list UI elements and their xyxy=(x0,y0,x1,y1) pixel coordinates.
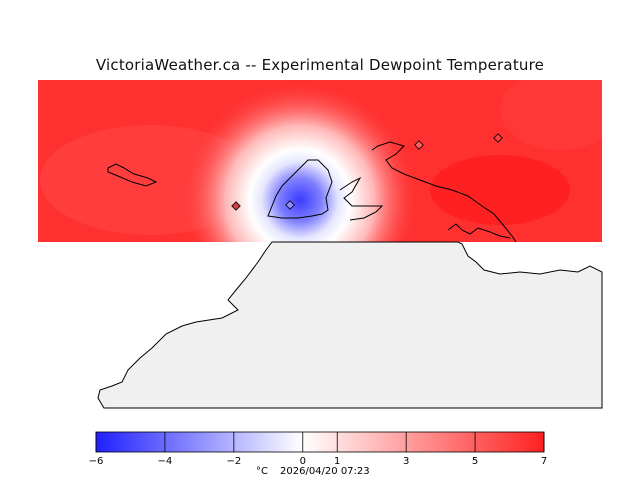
map-title: VictoriaWeather.ca -- Experimental Dewpo… xyxy=(95,56,545,74)
coastline-peninsula xyxy=(267,159,333,219)
colorbar-tick-lines xyxy=(95,432,545,452)
colorbar-tick-label: 0 xyxy=(300,456,306,467)
coastline-island xyxy=(107,163,158,187)
colorbar-tick-label: −2 xyxy=(226,456,241,467)
coastline-bay xyxy=(447,223,511,239)
colorbar-unit: °C xyxy=(256,466,268,477)
colorbar-tick-labels: −6 −4 −2 0 1 3 5 7 xyxy=(89,456,548,467)
colorbar-tick-label: −4 xyxy=(158,456,173,467)
station-marker[interactable] xyxy=(414,140,424,150)
station-marker[interactable] xyxy=(285,200,295,210)
station-markers xyxy=(231,133,503,211)
colorbar-gradient xyxy=(95,431,545,453)
coastline-north xyxy=(371,141,517,243)
colorbar-tick-label: 3 xyxy=(403,456,409,467)
station-marker[interactable] xyxy=(493,133,503,143)
colorbar-tick-label: 5 xyxy=(472,456,478,467)
dewpoint-field xyxy=(38,80,602,242)
colorbar-tick-label: −6 xyxy=(89,456,104,467)
timestamp: 2026/04/20 07:23 xyxy=(280,466,370,477)
colorbar-tick-label: 1 xyxy=(334,456,340,467)
colorbar: −6 −4 −2 0 1 3 5 7 °C 2026/04/20 07:23 xyxy=(89,431,548,477)
coastline-east xyxy=(339,176,384,221)
station-marker[interactable] xyxy=(231,201,241,211)
land-mass xyxy=(97,241,603,409)
colorbar-tick-label: 7 xyxy=(541,456,547,467)
